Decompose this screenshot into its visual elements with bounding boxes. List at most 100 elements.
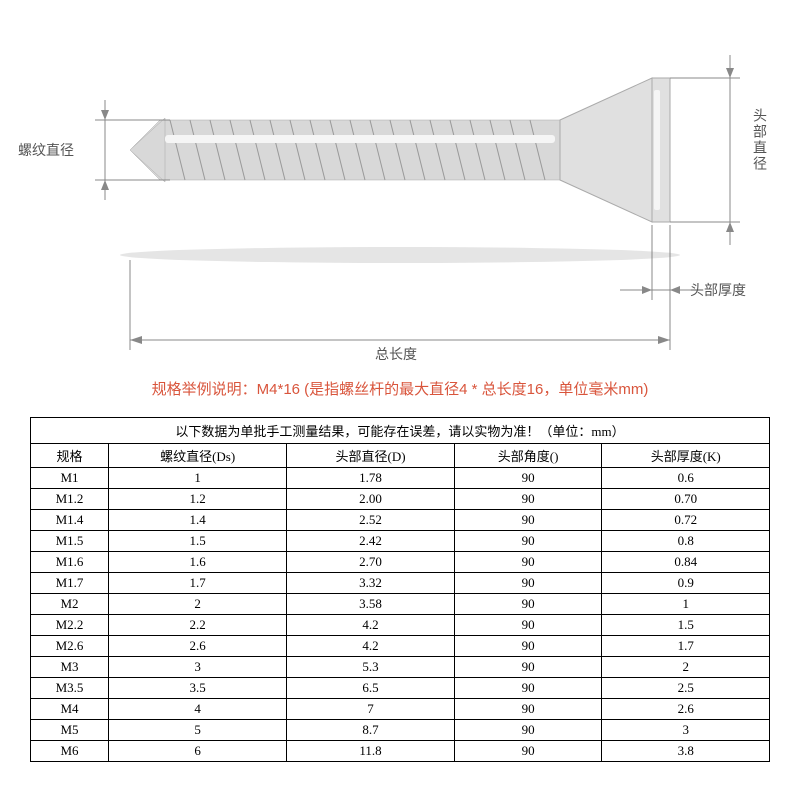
table-cell: M5 (31, 720, 109, 741)
table-row: M1.41.42.52900.72 (31, 510, 770, 531)
table-row: M1.61.62.70900.84 (31, 552, 770, 573)
diagram-svg (0, 0, 800, 370)
table-cell: 4.2 (287, 636, 455, 657)
table-cell: M3 (31, 657, 109, 678)
col-head-thick: 头部厚度(K) (602, 444, 770, 468)
table-cell: 90 (454, 468, 602, 489)
col-thread-dia: 螺纹直径(Ds) (109, 444, 287, 468)
dim-total-length (130, 260, 670, 350)
table-cell: 1.2 (109, 489, 287, 510)
table-cell: 3.8 (602, 741, 770, 762)
table-cell: 2.70 (287, 552, 455, 573)
dim-head-thickness (620, 225, 700, 300)
table-cell: 7 (287, 699, 455, 720)
table-cell: M1.4 (31, 510, 109, 531)
spec-table: 以下数据为单批手工测量结果，可能存在误差，请以实物为准！（单位：mm） 规格 螺… (30, 417, 770, 762)
table-cell: M4 (31, 699, 109, 720)
table-cell: M2.6 (31, 636, 109, 657)
table-row: M6611.8903.8 (31, 741, 770, 762)
table-cell: M1.5 (31, 531, 109, 552)
table-cell: 6 (109, 741, 287, 762)
table-cell: 90 (454, 489, 602, 510)
table-row: M558.7903 (31, 720, 770, 741)
table-cell: 3 (109, 657, 287, 678)
table-cell: 2 (109, 594, 287, 615)
table-cell: 1 (602, 594, 770, 615)
table-cell: 6.5 (287, 678, 455, 699)
table-row: M223.58901 (31, 594, 770, 615)
screw-shaft (130, 118, 560, 182)
table-cell: M2 (31, 594, 109, 615)
table-cell: M1.2 (31, 489, 109, 510)
table-cell: 90 (454, 573, 602, 594)
table-cell: 3.58 (287, 594, 455, 615)
table-row: M2.22.24.2901.5 (31, 615, 770, 636)
example-note: 规格举例说明：M4*16 (是指螺丝杆的最大直径4 * 总长度16，单位毫米mm… (0, 378, 800, 399)
table-cell: 90 (454, 678, 602, 699)
table-header-row: 规格 螺纹直径(Ds) 头部直径(D) 头部角度() 头部厚度(K) (31, 444, 770, 468)
table-cell: 2.6 (109, 636, 287, 657)
table-cell: 0.6 (602, 468, 770, 489)
table-cell: 1.4 (109, 510, 287, 531)
table-cell: 90 (454, 531, 602, 552)
table-cell: 1.7 (602, 636, 770, 657)
table-cell: M1.7 (31, 573, 109, 594)
table-cell: 2.00 (287, 489, 455, 510)
screw-head (560, 78, 670, 222)
label-total-length: 总长度 (375, 344, 417, 364)
table-cell: M1 (31, 468, 109, 489)
table-caption: 以下数据为单批手工测量结果，可能存在误差，请以实物为准！（单位：mm） (30, 417, 770, 443)
table-cell: 1 (109, 468, 287, 489)
table-cell: M2.2 (31, 615, 109, 636)
table-cell: 11.8 (287, 741, 455, 762)
table-cell: 1.6 (109, 552, 287, 573)
table-cell: 2 (602, 657, 770, 678)
table-cell: 5 (109, 720, 287, 741)
screw-diagram: 螺纹直径 头部直径 头部厚度 总长度 (0, 0, 800, 370)
table-cell: 90 (454, 741, 602, 762)
table-cell: 2.6 (602, 699, 770, 720)
table-cell: 1.7 (109, 573, 287, 594)
table-cell: 2.42 (287, 531, 455, 552)
spec-table-wrap: 以下数据为单批手工测量结果，可能存在误差，请以实物为准！（单位：mm） 规格 螺… (0, 417, 800, 762)
table-cell: 90 (454, 615, 602, 636)
table-cell: 90 (454, 594, 602, 615)
table-cell: 0.84 (602, 552, 770, 573)
table-row: M1.51.52.42900.8 (31, 531, 770, 552)
table-cell: M1.6 (31, 552, 109, 573)
table-row: M3.53.56.5902.5 (31, 678, 770, 699)
table-cell: 90 (454, 510, 602, 531)
table-cell: 8.7 (287, 720, 455, 741)
table-row: M335.3902 (31, 657, 770, 678)
table-cell: 90 (454, 699, 602, 720)
table-cell: 2.52 (287, 510, 455, 531)
table-cell: M6 (31, 741, 109, 762)
table-cell: 0.72 (602, 510, 770, 531)
table-cell: M3.5 (31, 678, 109, 699)
table-cell: 0.8 (602, 531, 770, 552)
table-cell: 90 (454, 636, 602, 657)
table-cell: 2.5 (602, 678, 770, 699)
dim-head-diameter (670, 55, 740, 245)
table-cell: 2.2 (109, 615, 287, 636)
table-row: M111.78900.6 (31, 468, 770, 489)
col-head-angle: 头部角度() (454, 444, 602, 468)
table-cell: 3.32 (287, 573, 455, 594)
col-spec: 规格 (31, 444, 109, 468)
table-cell: 3 (602, 720, 770, 741)
table-row: M2.62.64.2901.7 (31, 636, 770, 657)
col-head-dia: 头部直径(D) (287, 444, 455, 468)
table-body: M111.78900.6M1.21.22.00900.70M1.41.42.52… (31, 468, 770, 762)
table-cell: 4.2 (287, 615, 455, 636)
table-cell: 0.9 (602, 573, 770, 594)
table-cell: 0.70 (602, 489, 770, 510)
label-thread-diameter: 螺纹直径 (18, 140, 74, 160)
table-cell: 1.78 (287, 468, 455, 489)
table-cell: 1.5 (602, 615, 770, 636)
table-cell: 4 (109, 699, 287, 720)
table-cell: 1.5 (109, 531, 287, 552)
table-cell: 3.5 (109, 678, 287, 699)
table-cell: 90 (454, 657, 602, 678)
label-head-thickness: 头部厚度 (690, 280, 746, 300)
label-head-diameter: 头部直径 (748, 108, 768, 172)
